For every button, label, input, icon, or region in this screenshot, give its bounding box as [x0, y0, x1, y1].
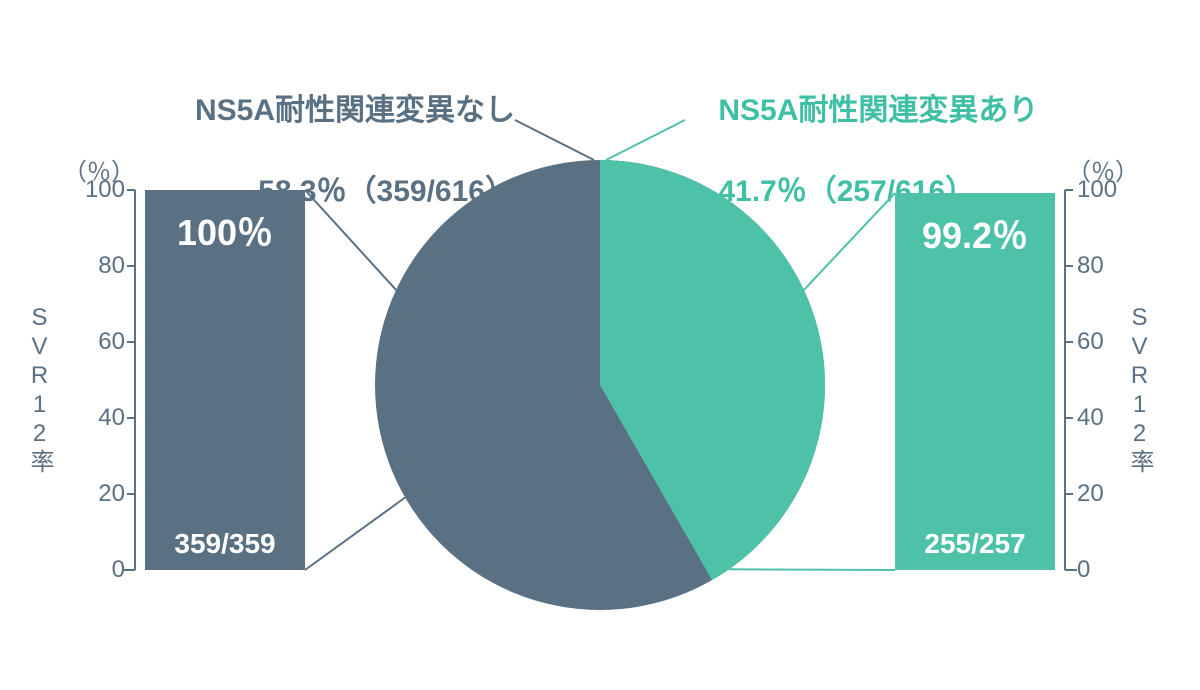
- tick-label: 80: [65, 252, 125, 280]
- bar-left-value: 100％: [145, 204, 305, 256]
- tick-label: 40: [1077, 404, 1137, 432]
- tick-label: 0: [1077, 556, 1137, 584]
- tick-label: 60: [65, 328, 125, 356]
- tick-label: 20: [1077, 480, 1137, 508]
- tick-label: 20: [65, 480, 125, 508]
- tick-label: 100: [1077, 176, 1137, 204]
- tick-label: 100: [65, 176, 125, 204]
- bar-right-fraction: 255/257: [895, 528, 1055, 560]
- tick-label: 0: [65, 556, 125, 584]
- bar-right-value: 99.2％: [895, 207, 1055, 259]
- bar-left-fraction: 359/359: [145, 528, 305, 560]
- axis-label-left: SVR12率: [27, 304, 51, 475]
- tick-label: 40: [65, 404, 125, 432]
- chart-stage: NS5A耐性関連変異なし 58.3％（359/616） NS5A耐性関連変異あり…: [0, 0, 1200, 690]
- tick-label: 80: [1077, 252, 1137, 280]
- tick-label: 60: [1077, 328, 1137, 356]
- chart-svg: [0, 0, 1200, 690]
